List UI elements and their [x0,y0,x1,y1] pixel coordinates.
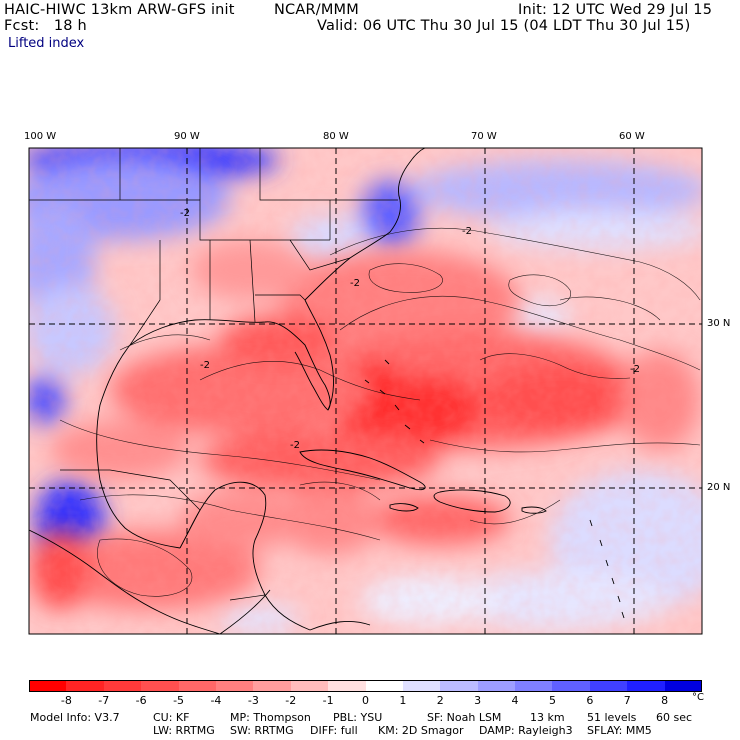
contour-label-group: -2 -2 -2 -2 -2 -2 [180,208,640,451]
colorbar-swatch [552,680,591,692]
organization-label: NCAR/MMM [274,2,359,18]
colorbar-swatch [664,680,703,692]
footer-mp: MP: Thompson [230,711,311,724]
colorbar-swatch [627,680,666,692]
contour-label: -2 [200,360,210,371]
init-time: Init: 12 UTC Wed 29 Jul 15 [518,2,713,18]
colorbar-swatch [66,680,105,692]
colorbar-tick-label: 6 [586,694,594,707]
model-title: HAIC-HIWC 13km ARW-GFS init [4,2,235,18]
lon-label-90w: 90 W [174,131,200,142]
lon-label-60w: 60 W [619,131,645,142]
colorbar-tick-label: -1 [322,694,334,707]
colorbar-tick-label: -5 [173,694,185,707]
colorbar-tick-label: 3 [474,694,482,707]
colorbar-swatch [29,680,67,692]
colorbar-swatch [103,680,142,692]
colorbar-tick-label: 5 [548,694,556,707]
forecast-hour: Fcst: 18 h [4,18,87,34]
footer-resolution: 13 km [530,711,565,724]
colorbar-swatch [440,680,479,692]
lat-label-30n: 30 N [707,318,731,329]
colorbar-swatch [328,680,366,692]
colorbar-tick-label: -4 [210,694,222,707]
lon-label-100w: 100 W [24,131,57,142]
footer-damp: DAMP: Rayleigh3 [479,724,573,737]
lon-label-80w: 80 W [323,131,349,142]
colorbar-tick-label: 8 [661,694,669,707]
colorbar-swatch [515,680,553,692]
colorbar-swatch [477,680,516,692]
field-name: Lifted index [8,36,85,51]
lat-label-20n: 20 N [707,482,731,493]
colorbar-tick-label: 2 [436,694,444,707]
contour-label: -2 [290,440,300,451]
footer-lw: LW: RRTMG [153,724,215,737]
state-borders [29,148,398,601]
colorbar-swatch [253,680,292,692]
colorbar-tick-label: -3 [247,694,259,707]
colorbar-swatch [402,680,441,692]
contour-label: -2 [180,208,190,219]
colorbar-tick-label: 1 [399,694,407,707]
contour-label: -2 [630,364,640,375]
colorbar-tick-label: -8 [60,694,72,707]
footer-sw: SW: RRTMG [230,724,294,737]
footer-sflay: SFLAY: MM5 [587,724,652,737]
valid-time: Valid: 06 UTC Thu 30 Jul 15 (04 LDT Thu … [317,18,691,34]
colorbar-tick-label: -6 [135,694,147,707]
contour-label: -2 [462,226,472,237]
footer-timestep: 60 sec [656,711,693,724]
colorbar-swatch [215,680,254,692]
latlon-grid [29,148,702,634]
footer-diff: DIFF: full [310,724,358,737]
coastlines [29,148,625,634]
colorbar-tick-label: -7 [98,694,110,707]
contour-label: -2 [350,278,360,289]
lon-label-70w: 70 W [471,131,497,142]
colorbar-unit: °C [692,692,704,703]
colorbar-tick-label: 0 [362,694,369,707]
colorbar-swatch [290,680,329,692]
colorbar-swatch [589,680,628,692]
colorbar-swatch [141,680,180,692]
map-frame [28,147,703,635]
colorbar-swatch [178,680,217,692]
footer-km: KM: 2D Smagor [378,724,464,737]
footer-pbl: PBL: YSU [333,711,383,724]
colorbar-swatch [365,680,404,692]
footer-cu: CU: KF [153,711,190,724]
colorbar-tick-label: 7 [623,694,631,707]
footer-sf: SF: Noah LSM [427,711,502,724]
colorbar-tick-label: 4 [511,694,519,707]
footer-levels: 51 levels [587,711,637,724]
footer-model-info: Model Info: V3.7 [30,711,120,724]
colorbar-tick-label: -2 [285,694,297,707]
